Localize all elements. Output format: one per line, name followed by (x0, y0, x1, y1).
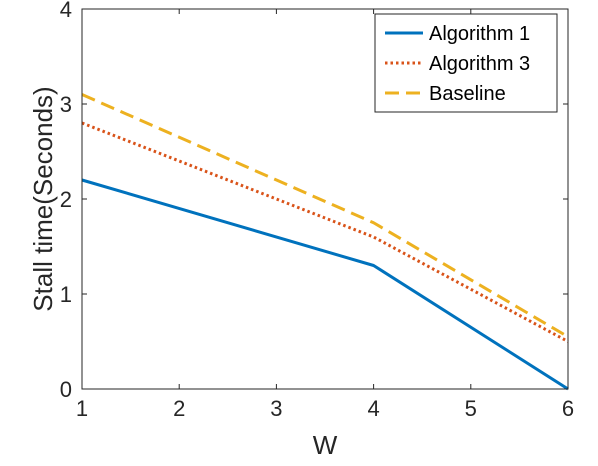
x-axis-title: W (313, 430, 338, 460)
x-tick-label: 3 (270, 396, 282, 421)
y-tick-label: 2 (60, 187, 72, 212)
series-layer (81, 93, 569, 391)
series-line-1 (81, 178, 569, 391)
legend-label-2: Algorithm 3 (429, 53, 530, 75)
legend-label-1: Algorithm 1 (429, 23, 530, 45)
x-tick-label: 2 (173, 396, 185, 421)
x-tick-label: 4 (367, 396, 379, 421)
series-line-3 (81, 93, 569, 339)
y-tick-label: 1 (60, 282, 72, 307)
x-tick-label: 5 (465, 396, 477, 421)
legend-label-3: Baseline (429, 83, 506, 105)
x-tick-label: 6 (562, 396, 574, 421)
x-tick-label: 1 (76, 396, 88, 421)
y-tick-label: 0 (60, 377, 72, 402)
y-tick-label: 3 (60, 92, 72, 117)
y-axis-title: Stall time(Seconds) (28, 86, 58, 311)
series-line-2 (81, 121, 569, 343)
legend-box (374, 13, 558, 113)
legend: Algorithm 1 Algorithm 3 Baseline (374, 13, 558, 113)
y-tick-label: 4 (60, 0, 72, 22)
